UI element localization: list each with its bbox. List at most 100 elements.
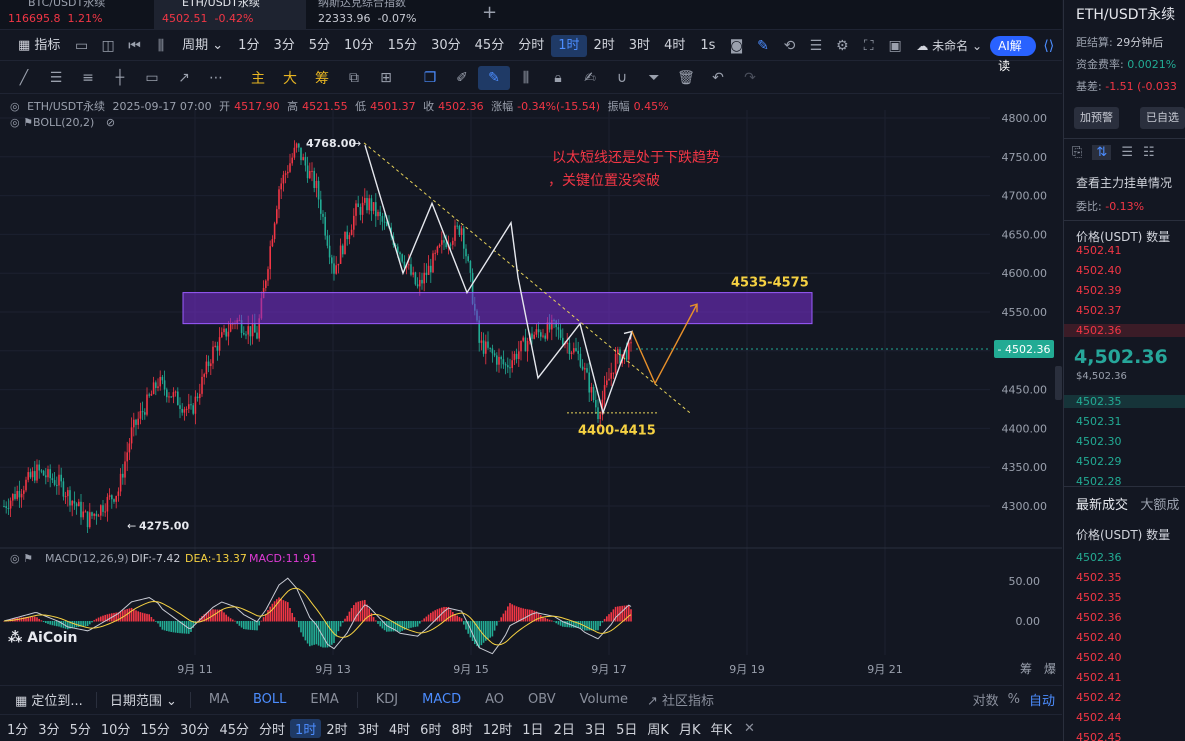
bottom-interval-3[interactable]: 10分 bbox=[100, 722, 131, 738]
indicator-button[interactable]: ▦ 指标 bbox=[18, 37, 61, 53]
tab-btc[interactable]: BTC/USDT永续 116695.8 1.21% bbox=[0, 0, 152, 30]
indicator-ma[interactable]: MA bbox=[208, 691, 229, 707]
interval-5[interactable]: 30分 bbox=[431, 37, 461, 53]
interval-2[interactable]: 5分 bbox=[308, 37, 331, 53]
indicator-ao[interactable]: AO bbox=[485, 691, 504, 707]
interval-4[interactable]: 15分 bbox=[387, 37, 418, 53]
bottom-interval-19[interactable]: 周K bbox=[647, 722, 669, 738]
bottom-interval-6[interactable]: 45分 bbox=[219, 722, 250, 738]
parallel-lines-icon[interactable]: ☰ bbox=[49, 69, 63, 86]
redo-icon[interactable]: ↷ bbox=[744, 69, 756, 86]
interval-9[interactable]: 2时 bbox=[593, 37, 615, 53]
one-second-button[interactable]: 1s bbox=[700, 37, 716, 53]
chart-area[interactable]: 4800.00 4750.00 4700.00 4650.00 4600.00 4550.… bbox=[0, 95, 1062, 685]
bottom-interval-11[interactable]: 4时 bbox=[388, 722, 411, 738]
interval-7[interactable]: 分时 bbox=[518, 37, 545, 53]
indicator-obv[interactable]: OBV bbox=[527, 691, 556, 707]
bottom-interval-17[interactable]: 3日 bbox=[584, 722, 607, 738]
bottom-interval-9[interactable]: 2时 bbox=[326, 722, 348, 738]
bar-pattern-icon[interactable]: ⫼ bbox=[522, 69, 530, 86]
filter-icon[interactable]: ⏷ bbox=[648, 69, 660, 86]
main-force-button[interactable]: 主 bbox=[251, 70, 265, 87]
more-tools-icon[interactable]: ⋯ bbox=[209, 69, 223, 86]
bottom-interval-16[interactable]: 2日 bbox=[553, 722, 575, 738]
tab-eth[interactable]: ETH/USDT永续 4502.51 -0.42% bbox=[154, 0, 306, 30]
bottom-interval-12[interactable]: 6时 bbox=[420, 722, 442, 738]
indicator-boll[interactable]: BOLL bbox=[252, 691, 287, 707]
indicator-kdj[interactable]: KDJ bbox=[375, 691, 399, 707]
channel-icon[interactable]: ≡ bbox=[82, 69, 94, 86]
trend-line-icon[interactable]: ╱ bbox=[19, 69, 29, 86]
orderbook-asks-icon[interactable]: ☷ bbox=[1142, 145, 1155, 160]
chip-button[interactable]: 筹 bbox=[315, 70, 329, 87]
interval-6[interactable]: 45分 bbox=[474, 37, 505, 53]
bottom-interval-10[interactable]: 3时 bbox=[357, 722, 379, 738]
interval-1[interactable]: 3分 bbox=[273, 37, 295, 53]
layout-name-dropdown[interactable]: ☁ 未命名 ⌄ bbox=[916, 38, 983, 53]
close-icon[interactable]: ✕ bbox=[744, 720, 755, 736]
bottom-interval-4[interactable]: 15分 bbox=[140, 722, 170, 738]
bottom-interval-15[interactable]: 1日 bbox=[522, 722, 544, 738]
orderbook-bids-icon[interactable]: ☰ bbox=[1121, 145, 1133, 160]
big-order-button[interactable]: 大 bbox=[283, 70, 297, 87]
camera-icon[interactable]: ◙ bbox=[729, 37, 744, 54]
interval-0[interactable]: 1分 bbox=[238, 37, 260, 53]
interval-8[interactable]: 1时 bbox=[551, 34, 587, 57]
bottom-interval-7[interactable]: 分时 bbox=[259, 722, 286, 738]
calendar-icon[interactable]: ▭ bbox=[75, 37, 89, 54]
locate-button[interactable]: ▦ 定位到... bbox=[15, 694, 83, 709]
auto-toggle[interactable]: 自动 bbox=[1028, 694, 1055, 709]
orderbook-split-icon[interactable]: ⇅ bbox=[1092, 145, 1112, 160]
bottom-interval-13[interactable]: 8时 bbox=[451, 722, 473, 738]
note-icon[interactable]: ✍ bbox=[584, 69, 596, 86]
bottom-interval-8[interactable]: 1时 bbox=[290, 718, 322, 738]
rectangle-icon[interactable]: ▭ bbox=[145, 69, 159, 86]
share-icon[interactable]: ⟨⟩ bbox=[1043, 37, 1055, 54]
template-icon[interactable]: ⊞ bbox=[380, 69, 392, 86]
ruler-icon[interactable]: ✐ bbox=[456, 69, 468, 86]
percent-toggle[interactable]: % bbox=[1007, 692, 1020, 707]
add-tab-icon[interactable]: + bbox=[482, 2, 498, 23]
log-toggle[interactable]: 对数 bbox=[972, 694, 999, 709]
candlestick-chart[interactable]: 4800.00 4750.00 4700.00 4650.00 4600.00 4550.… bbox=[0, 95, 1062, 685]
date-range-dropdown[interactable]: 日期范围 ⌄ bbox=[109, 694, 177, 709]
bottom-interval-2[interactable]: 5分 bbox=[69, 722, 91, 738]
magnet-icon[interactable]: ∪ bbox=[616, 69, 628, 86]
indicator-volume[interactable]: Volume bbox=[579, 691, 628, 707]
bottom-interval-1[interactable]: 3分 bbox=[38, 722, 60, 738]
indicator-ema[interactable]: EMA bbox=[310, 691, 339, 707]
replay-icon[interactable]: ⟲ bbox=[783, 37, 796, 54]
gear-icon[interactable]: ⚙ bbox=[836, 37, 849, 54]
community-indicators-button[interactable]: ↗ 社区指标 bbox=[647, 694, 715, 709]
copy-icon[interactable]: ❐ bbox=[423, 69, 437, 86]
eye-off-icon[interactable]: ⊘ bbox=[105, 116, 116, 129]
rewind-icon[interactable]: ⏮ bbox=[128, 37, 141, 54]
tab-large-trades[interactable]: 大额成 bbox=[1140, 498, 1180, 513]
tab-latest-trades[interactable]: 最新成交 bbox=[1076, 498, 1129, 513]
bottom-interval-0[interactable]: 1分 bbox=[7, 722, 29, 738]
watchlist-button[interactable]: 已自选 bbox=[1140, 107, 1185, 129]
main-orders-link[interactable]: 查看主力挂单情况 bbox=[1076, 176, 1173, 190]
interval-10[interactable]: 3时 bbox=[628, 37, 651, 53]
compare-icon[interactable]: ⧉ bbox=[349, 69, 359, 86]
layout-icon[interactable]: ◫ bbox=[101, 37, 115, 54]
indicator-macd[interactable]: MACD bbox=[422, 691, 462, 707]
bottom-interval-5[interactable]: 30分 bbox=[179, 722, 210, 738]
settings-list-icon[interactable]: ☰ bbox=[809, 37, 823, 54]
interval-11[interactable]: 4时 bbox=[664, 37, 686, 53]
boll-label[interactable]: ◎ ⚑BOLL(20,2) ⊘ bbox=[10, 116, 116, 129]
fullscreen-icon[interactable]: ⛶ bbox=[863, 37, 874, 54]
tab-nasdaq[interactable]: 纳斯达克综合指数 22333.96 -0.07% bbox=[310, 0, 470, 30]
pen-icon[interactable]: ✎ bbox=[757, 37, 769, 54]
horizontal-line-icon[interactable]: ┼ bbox=[115, 69, 125, 86]
snapshot-icon[interactable]: ▣ bbox=[888, 37, 902, 54]
bottom-interval-21[interactable]: 年K bbox=[710, 722, 732, 738]
undo-icon[interactable]: ↶ bbox=[712, 69, 724, 86]
bottom-interval-14[interactable]: 12时 bbox=[482, 722, 513, 738]
draw-mode-icon[interactable]: ✎ bbox=[478, 65, 510, 90]
bottom-interval-20[interactable]: 月K bbox=[678, 722, 701, 738]
arrow-line-icon[interactable]: ↗ bbox=[178, 69, 190, 86]
orderbook-both-icon[interactable]: ⎘ bbox=[1072, 145, 1083, 160]
candle-type-icon[interactable]: ⫼ bbox=[157, 37, 165, 54]
trash-icon[interactable]: 🗑︎ bbox=[677, 69, 695, 86]
